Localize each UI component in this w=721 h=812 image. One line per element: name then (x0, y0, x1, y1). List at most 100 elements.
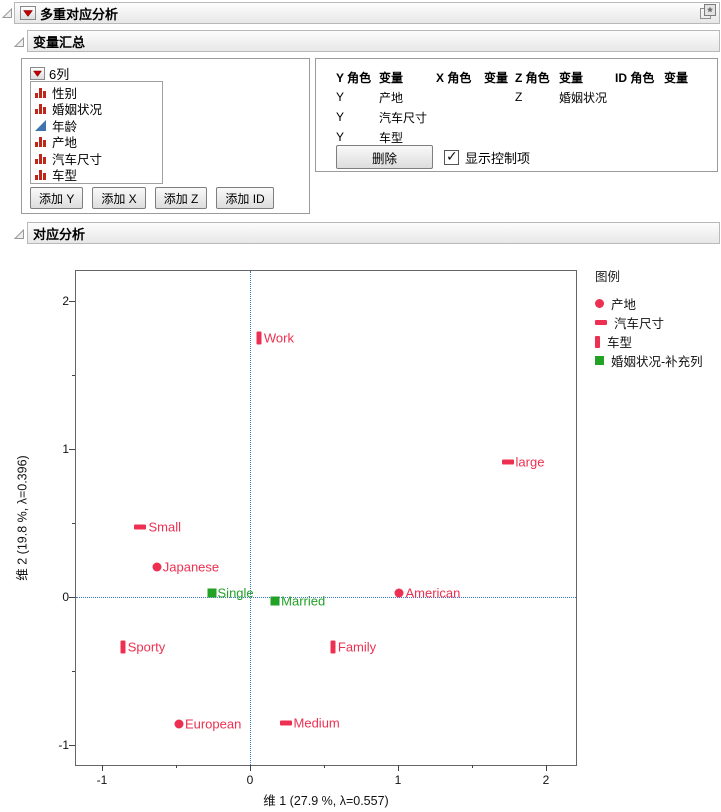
legend-item-2[interactable]: 车型 (595, 332, 703, 351)
y-tick-label: 1 (62, 442, 69, 456)
x-axis-minor-tick (176, 765, 177, 768)
show-controls-label: 显示控制项 (465, 150, 531, 166)
delete-button[interactable]: 删除 (336, 145, 433, 169)
continuous-column-icon (34, 119, 48, 132)
add-y-button[interactable]: 添加 Y (30, 187, 84, 209)
data-point-sporty[interactable] (120, 640, 126, 654)
x-axis-tick (102, 765, 103, 771)
data-point-work[interactable] (256, 331, 262, 345)
point-label-japanese: Japanese (162, 559, 220, 575)
columns-count-label: 6列 (49, 67, 70, 82)
reference-line-y0 (76, 597, 576, 598)
x-axis-minor-tick (472, 765, 473, 768)
role-cell[interactable]: 产地 (379, 90, 404, 105)
disclosure-triangle-variable-summary[interactable] (13, 35, 25, 47)
add-role-buttons: 添加 Y 添加 X 添加 Z 添加 ID (30, 187, 274, 209)
add-id-button[interactable]: 添加 ID (216, 187, 274, 209)
role-cell[interactable]: Y (336, 90, 345, 104)
y-axis-tick (69, 745, 75, 746)
point-label-married: Married (281, 593, 326, 609)
correspondence-plot[interactable]: 维 1 (27.9 %, λ=0.557) 维 2 (19.8 %, λ=0.3… (16, 270, 577, 808)
legend-item-1[interactable]: 汽车尺寸 (595, 313, 703, 332)
disclosure-triangle-correspondence[interactable] (13, 227, 25, 239)
role-cell[interactable]: 汽车尺寸 (379, 110, 428, 125)
y-axis-tick (69, 597, 75, 598)
column-item-2[interactable]: 年龄 (34, 117, 162, 134)
point-label-large: large (515, 454, 545, 470)
x-axis-tick (250, 765, 251, 771)
column-name: 性别 (52, 86, 78, 101)
point-label-work: Work (263, 330, 294, 346)
data-point-family[interactable] (330, 640, 336, 654)
checkmark-icon: ✓ (446, 147, 458, 164)
role-cell[interactable]: Y (336, 110, 345, 124)
column-name: 车型 (52, 169, 78, 184)
role-cell[interactable]: Y (336, 130, 345, 144)
y-tick-label: -1 (58, 738, 69, 752)
column-name: 婚姻状况 (52, 103, 103, 118)
point-label-family: Family (337, 639, 377, 655)
add-z-button[interactable]: 添加 Z (154, 187, 208, 209)
role-cell[interactable]: 车型 (379, 130, 404, 145)
data-point-american[interactable] (394, 588, 404, 598)
legend-title: 图例 (595, 270, 621, 284)
roles-column-header: 变量 (484, 70, 509, 85)
window-arrange-icon[interactable] (699, 3, 717, 21)
column-item-3[interactable]: 产地 (34, 134, 162, 151)
roles-column-header: X 角色 (436, 70, 472, 85)
column-item-5[interactable]: 车型 (34, 167, 162, 184)
point-label-small: Small (148, 519, 181, 535)
columns-red-triangle-button[interactable] (30, 67, 45, 80)
roles-panel: Y 角色 变量 X 角色 变量 Z 角色 变量 ID 角色 变量 Y 产地 Z 婚姻状况 Y 汽车尺寸 Y 车… (315, 58, 718, 172)
roles-column-header: 变量 (379, 70, 404, 85)
legend-marker-icon (595, 299, 604, 308)
nominal-column-icon (34, 168, 48, 181)
variable-summary-title: 变量汇总 (33, 34, 86, 50)
column-item-0[interactable]: 性别 (34, 84, 162, 101)
y-axis-tick (69, 301, 75, 302)
columns-list[interactable]: 性别婚姻状况 年龄产地 汽车尺寸车型 (30, 81, 163, 184)
legend-label: 汽车尺寸 (614, 317, 665, 331)
legend-item-3[interactable]: 婚姻状况-补充列 (595, 351, 703, 370)
legend-label: 婚姻状况-补充列 (611, 355, 703, 369)
data-point-european[interactable] (174, 719, 184, 729)
column-item-4[interactable]: 汽车尺寸 (34, 150, 162, 167)
roles-column-header: Y 角色 (336, 70, 372, 85)
columns-panel: 6列 性别婚姻状况 年龄产地 汽车尺寸车型 添加 Y 添加 X 添加 Z 添加 ID (21, 58, 310, 214)
x-axis-title: 维 1 (27.9 %, λ=0.557) (263, 794, 389, 808)
legend-label: 车型 (607, 336, 633, 350)
disclosure-triangle-main[interactable] (1, 6, 13, 18)
point-label-european: European (184, 716, 242, 732)
data-point-single[interactable] (207, 588, 217, 598)
y-axis-title: 维 2 (19.8 %, λ=0.396) (15, 455, 30, 581)
roles-column-header: 变量 (664, 70, 689, 85)
data-point-japanese[interactable] (152, 562, 162, 572)
x-tick-label: -1 (96, 773, 108, 787)
data-point-medium[interactable] (279, 720, 292, 726)
column-item-1[interactable]: 婚姻状况 (34, 101, 162, 118)
nominal-column-icon (34, 152, 48, 165)
legend-marker-icon (595, 335, 600, 348)
data-point-married[interactable] (270, 596, 280, 606)
red-triangle-menu-button[interactable] (20, 6, 36, 20)
x-axis-minor-tick (324, 765, 325, 768)
legend-item-0[interactable]: 产地 (595, 294, 703, 313)
role-cell[interactable]: Z (515, 90, 523, 104)
y-axis-minor-tick (72, 375, 75, 376)
reference-line-x0 (250, 271, 251, 765)
y-tick-label: 0 (62, 590, 69, 604)
show-controls-checkbox[interactable]: ✓ (444, 147, 459, 165)
data-point-large[interactable] (501, 459, 514, 465)
correspondence-title: 对应分析 (33, 226, 86, 242)
roles-column-header: 变量 (559, 70, 584, 85)
data-point-small[interactable] (134, 524, 147, 530)
column-name: 产地 (52, 136, 78, 151)
role-cell[interactable]: 婚姻状况 (559, 90, 608, 105)
point-label-single: Single (217, 585, 254, 601)
plot-legend: 图例 产地汽车尺寸车型婚姻状况-补充列 (595, 266, 703, 370)
add-x-button[interactable]: 添加 X (92, 187, 146, 209)
correspondence-header: 对应分析 (27, 222, 720, 244)
nominal-column-icon (34, 135, 48, 148)
column-name: 年龄 (52, 119, 78, 134)
